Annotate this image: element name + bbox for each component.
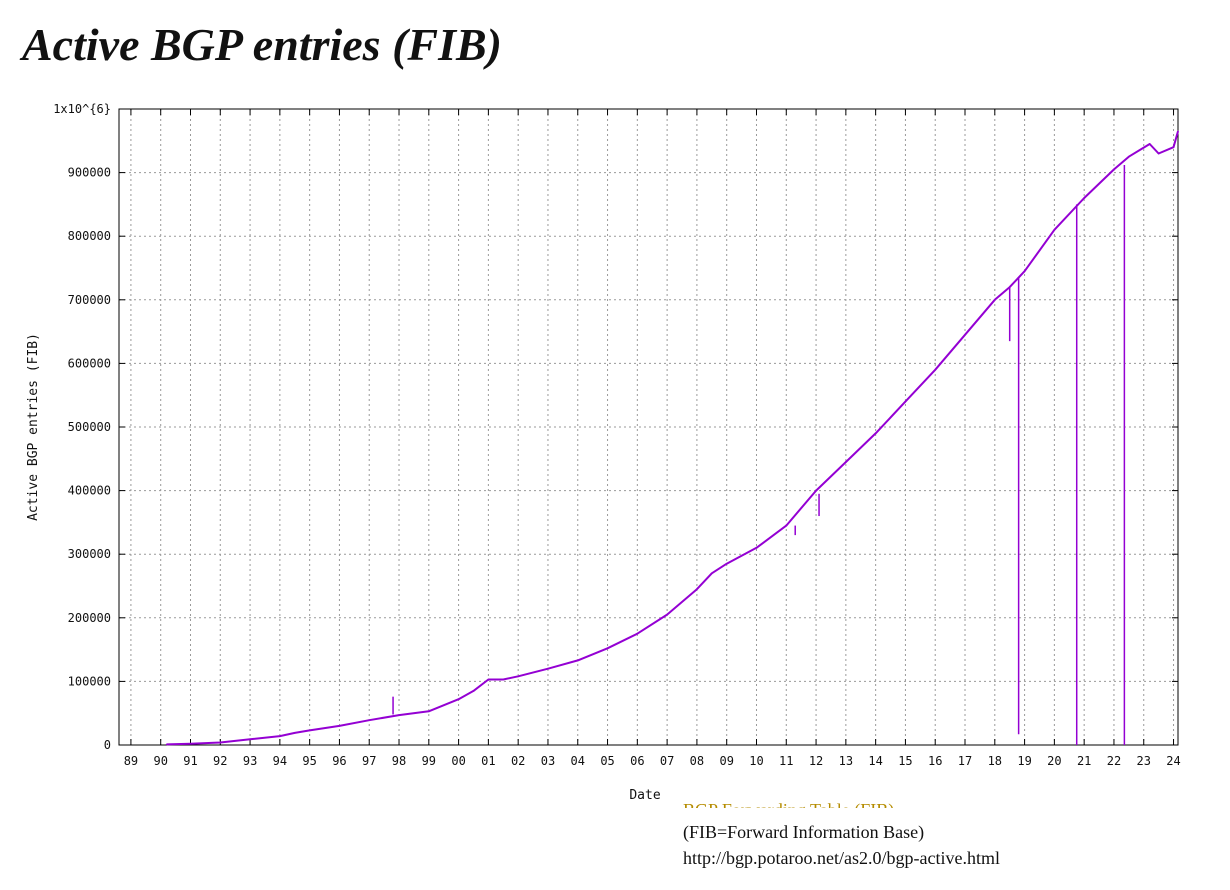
data-point	[1053, 229, 1056, 231]
data-point	[457, 698, 460, 701]
data-point	[1083, 197, 1085, 199]
x-tick-label: 07	[660, 754, 674, 768]
data-point	[428, 710, 430, 713]
bgp-fib-chart: 89 90 91 92 93 94 95 96 97 98 99 00 01 02 03 04 05 06 07 08…	[26, 102, 1181, 803]
x-tick-label: 18	[988, 754, 1002, 768]
x-tick-label: 09	[719, 754, 733, 768]
x-tick-label: 02	[511, 754, 525, 768]
y-tick-label: 600000	[68, 356, 111, 370]
data-point	[1148, 143, 1151, 145]
x-tick-label: 24	[1166, 754, 1180, 768]
x-tick-label: 16	[928, 754, 942, 768]
data-point	[874, 432, 877, 435]
x-tick-label: 90	[153, 754, 167, 768]
x-tick-label: 91	[183, 754, 197, 768]
x-tick-label: 05	[600, 754, 614, 768]
data-point	[219, 741, 222, 744]
data-point	[636, 632, 639, 635]
data-point	[934, 368, 937, 371]
tick-layer: 89 90 91 92 93 94 95 96 97 98 99 00 01 02 03 04 05 06 07 08…	[53, 102, 1181, 768]
data-point	[904, 400, 907, 403]
data-point	[755, 547, 758, 549]
data-point	[338, 725, 341, 727]
data-point	[517, 675, 519, 678]
x-tick-label: 04	[571, 754, 585, 768]
y-tick-label: 400000	[68, 484, 111, 498]
x-tick-label: 14	[868, 754, 882, 768]
data-point	[666, 613, 668, 616]
data-point	[845, 461, 847, 463]
x-tick-label: 92	[213, 754, 227, 768]
y-tick-label: 1x10^{6}	[53, 102, 111, 116]
y-tick-label: 100000	[68, 674, 111, 688]
data-point	[964, 333, 966, 336]
x-tick-label: 17	[958, 754, 972, 768]
x-tick-label: 01	[481, 754, 495, 768]
y-tick-label: 700000	[68, 293, 111, 307]
x-tick-label: 20	[1047, 754, 1061, 768]
y-tick-label: 900000	[68, 166, 111, 180]
data-point	[165, 743, 168, 746]
data-point	[547, 667, 549, 670]
data-point	[1023, 270, 1026, 272]
data-point	[1113, 168, 1115, 171]
x-tick-label: 03	[541, 754, 555, 768]
x-tick-label: 13	[839, 754, 853, 768]
y-tick-label: 800000	[68, 229, 111, 243]
data-point	[293, 732, 296, 734]
x-tick-label: 95	[302, 754, 316, 768]
data-point	[502, 678, 505, 681]
data-point	[993, 299, 996, 301]
data-point	[696, 588, 698, 590]
x-tick-label: 98	[392, 754, 406, 768]
page-title: Active BGP entries (FIB)	[22, 19, 502, 70]
data-point	[368, 719, 371, 721]
x-tick-label: 89	[124, 754, 138, 768]
x-tick-label: 23	[1137, 754, 1151, 768]
data-point	[189, 742, 192, 745]
data-point	[711, 572, 713, 575]
data-point	[815, 489, 817, 492]
x-tick-label: 00	[451, 754, 465, 768]
y-tick-label: 300000	[68, 547, 111, 561]
x-axis-title: Date	[629, 788, 660, 803]
x-tick-label: 15	[898, 754, 912, 768]
x-tick-label: 99	[422, 754, 436, 768]
data-point	[398, 714, 400, 716]
x-tick-label: 06	[630, 754, 644, 768]
x-tick-label: 97	[362, 754, 376, 768]
data-point	[1157, 152, 1160, 155]
footer-partial-text: BGP Forwarding Table (FIB)	[683, 798, 894, 808]
data-point	[487, 678, 490, 681]
x-tick-label: 11	[779, 754, 793, 768]
data-point	[785, 524, 788, 527]
y-tick-label: 200000	[68, 611, 111, 625]
x-tick-label: 08	[690, 754, 704, 768]
footer-source-url: http://bgp.potaroo.net/as2.0/bgp-active.…	[683, 848, 1000, 868]
x-tick-label: 96	[332, 754, 346, 768]
data-point	[725, 562, 728, 565]
x-tick-label: 93	[243, 754, 257, 768]
data-point	[308, 729, 311, 732]
data-point	[1172, 146, 1175, 148]
x-tick-label: 10	[749, 754, 763, 768]
y-axis-title: Active BGP entries (FIB)	[26, 333, 41, 521]
y-tick-label: 500000	[68, 420, 111, 434]
data-point	[249, 738, 251, 741]
data-point	[279, 735, 281, 737]
x-tick-label: 19	[1017, 754, 1031, 768]
series-layer	[165, 130, 1179, 746]
data-point	[606, 647, 609, 650]
data-point	[1177, 130, 1179, 133]
x-tick-label: 22	[1107, 754, 1121, 768]
data-point	[1128, 155, 1130, 158]
data-point	[576, 659, 579, 662]
footer-fib-note: (FIB=Forward Information Base)	[683, 822, 925, 842]
data-point	[472, 690, 475, 692]
x-tick-label: 94	[273, 754, 287, 768]
y-tick-label: 0	[104, 738, 111, 752]
x-tick-label: 12	[809, 754, 823, 768]
x-tick-label: 21	[1077, 754, 1091, 768]
